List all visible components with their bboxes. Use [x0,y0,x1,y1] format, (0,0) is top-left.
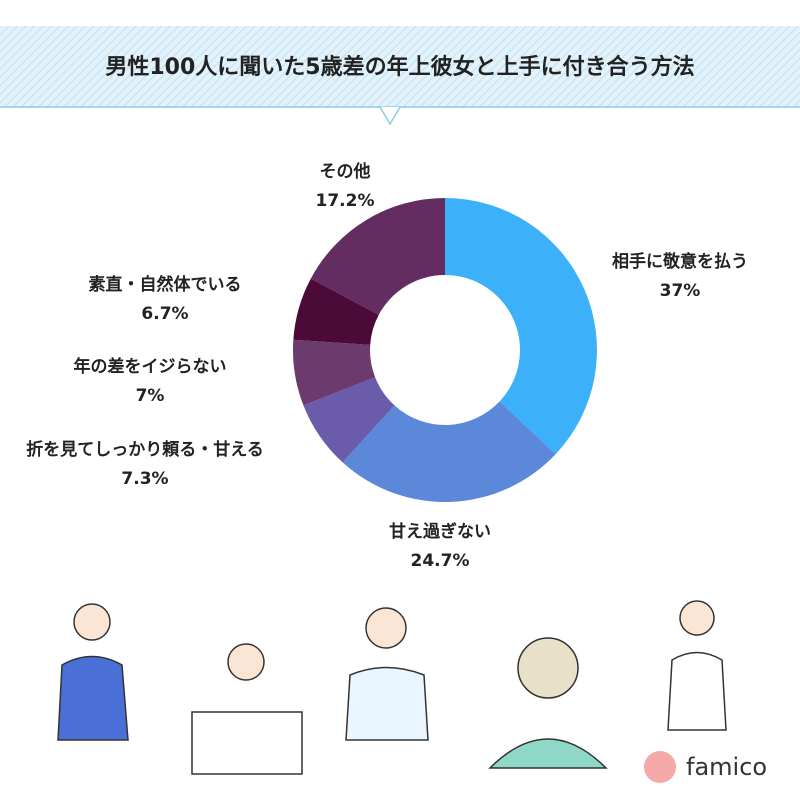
slice-label: 甘え過ぎない [389,521,491,542]
slice-value-label: 7% [136,386,165,406]
slice-value-label: 7.3% [121,469,168,489]
slice-label: 折を見てしっかり頼る・甘える [26,439,264,460]
donut-slice [303,377,395,463]
slice-label: 年の差をイジらない [74,356,227,377]
slice-value-label: 37% [660,281,701,301]
chart-title: 男性100人に聞いた5歳差の年上彼女と上手に付き合う方法 [105,54,694,80]
slice-value-label: 17.2% [316,191,375,211]
brand-name: famico [686,753,767,781]
brand-icon [644,751,676,783]
slice-value-label: 6.7% [141,304,188,324]
donut-slice [293,278,379,345]
illustrations [57,600,727,775]
donut-slice [342,401,556,503]
title-banner [0,26,800,108]
donut-slice [445,198,597,455]
banner-notch [379,106,401,126]
slice-label: 相手に敬意を払う [612,251,748,272]
donut-slice [310,198,445,315]
slice-label: 素直・自然体でいる [89,274,242,295]
slice-value-label: 24.7% [411,551,470,571]
donut-slice [293,339,376,406]
donut-chart: 相手に敬意を払う 37% 甘え過ぎない 24.7% 折を見てしっかり頼る・甘える 7.3%… [26,161,748,571]
slice-label: その他 [320,161,371,182]
